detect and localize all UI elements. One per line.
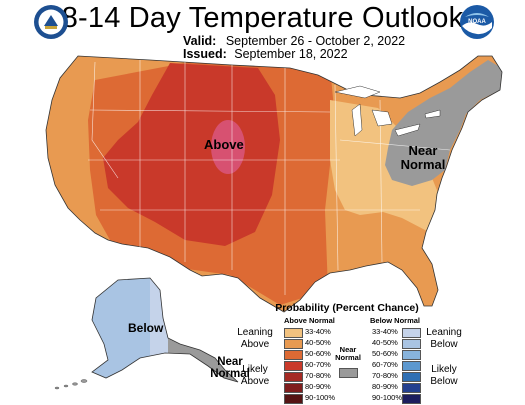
legend-near-header: Near Normal <box>335 345 361 363</box>
legend-above-range: 33-40% <box>305 327 331 336</box>
legend-below-range: 70-80% <box>372 371 398 380</box>
legend-above-swatch <box>284 383 303 393</box>
legend-likely-above: Likely Above <box>240 364 270 387</box>
legend-below-range: 60-70% <box>372 360 398 369</box>
outlook-map <box>45 55 503 390</box>
legend-above-swatch <box>284 339 303 349</box>
legend-below-swatch <box>402 394 421 404</box>
valid-dates: September 26 - October 2, 2022 <box>225 34 406 48</box>
legend-leaning-above: Leaning Above <box>237 327 273 350</box>
legend-above-swatch <box>284 394 303 404</box>
legend-above-swatch <box>284 328 303 338</box>
conus-outlook <box>46 56 502 312</box>
valid-line: Valid: September 26 - October 2, 2022 <box>183 34 405 48</box>
legend-above-swatch <box>284 361 303 371</box>
region-70-80-above <box>211 120 245 174</box>
legend-below-header: Below Normal <box>370 316 421 325</box>
legend-below-swatch <box>402 383 421 393</box>
region-near-normal-northeast <box>385 60 502 186</box>
region-60-70-above <box>103 63 280 246</box>
alaska-outline <box>91 277 239 383</box>
legend-likely-below: Likely Below <box>430 364 458 387</box>
state-borders <box>88 60 451 295</box>
legend-below-swatch <box>402 339 421 349</box>
legend-below-range: 50-60% <box>372 349 398 358</box>
legend-above-range: 90-100% <box>305 393 336 402</box>
page-title: 8-14 Day Temperature Outlook <box>61 2 464 34</box>
legend-above-range: 50-60% <box>305 349 331 358</box>
legend-below-swatch <box>402 372 421 382</box>
legend-below-range: 33-40% <box>372 327 398 336</box>
legend-above-swatch <box>284 350 303 360</box>
label-above: Above <box>204 137 244 152</box>
legend-title: Probability (Percent Chance) <box>275 302 419 314</box>
legend-above-range: 70-80% <box>305 371 331 380</box>
conus-outline <box>45 55 503 313</box>
legend-below-range: 90-100% <box>372 393 403 402</box>
issued-label: Issued: <box>183 47 227 61</box>
legend-above-header: Above Normal <box>284 316 335 325</box>
aleutian-islands <box>54 379 88 390</box>
svg-text:NOAA: NOAA <box>468 19 486 25</box>
legend-below-range: 40-50% <box>372 338 398 347</box>
legend-near-normal-swatch <box>339 368 358 378</box>
legend-above-range: 80-90% <box>305 382 331 391</box>
noaa-logo-icon: NOAA <box>460 5 494 39</box>
legend: Probability (Percent Chance) Above Norma… <box>232 302 462 404</box>
legend-leaning-below: Leaning Below <box>426 327 462 350</box>
legend-above-swatch <box>284 372 303 382</box>
legend-below-swatch <box>402 361 421 371</box>
legend-above-range: 60-70% <box>305 360 331 369</box>
great-lakes <box>334 85 441 137</box>
legend-below-swatch <box>402 350 421 360</box>
issued-date: September 18, 2022 <box>234 47 348 61</box>
label-near-normal-alaska: Near Normal <box>210 356 250 381</box>
label-near-normal: Near Normal <box>400 143 446 172</box>
valid-label: Valid: <box>183 34 217 48</box>
legend-above-range: 40-50% <box>305 338 331 347</box>
doc-seal-icon <box>34 5 68 39</box>
label-below: Below <box>128 321 164 335</box>
issued-line: Issued: September 18, 2022 <box>183 47 348 61</box>
legend-below-swatch <box>402 328 421 338</box>
legend-below-range: 80-90% <box>372 382 398 391</box>
